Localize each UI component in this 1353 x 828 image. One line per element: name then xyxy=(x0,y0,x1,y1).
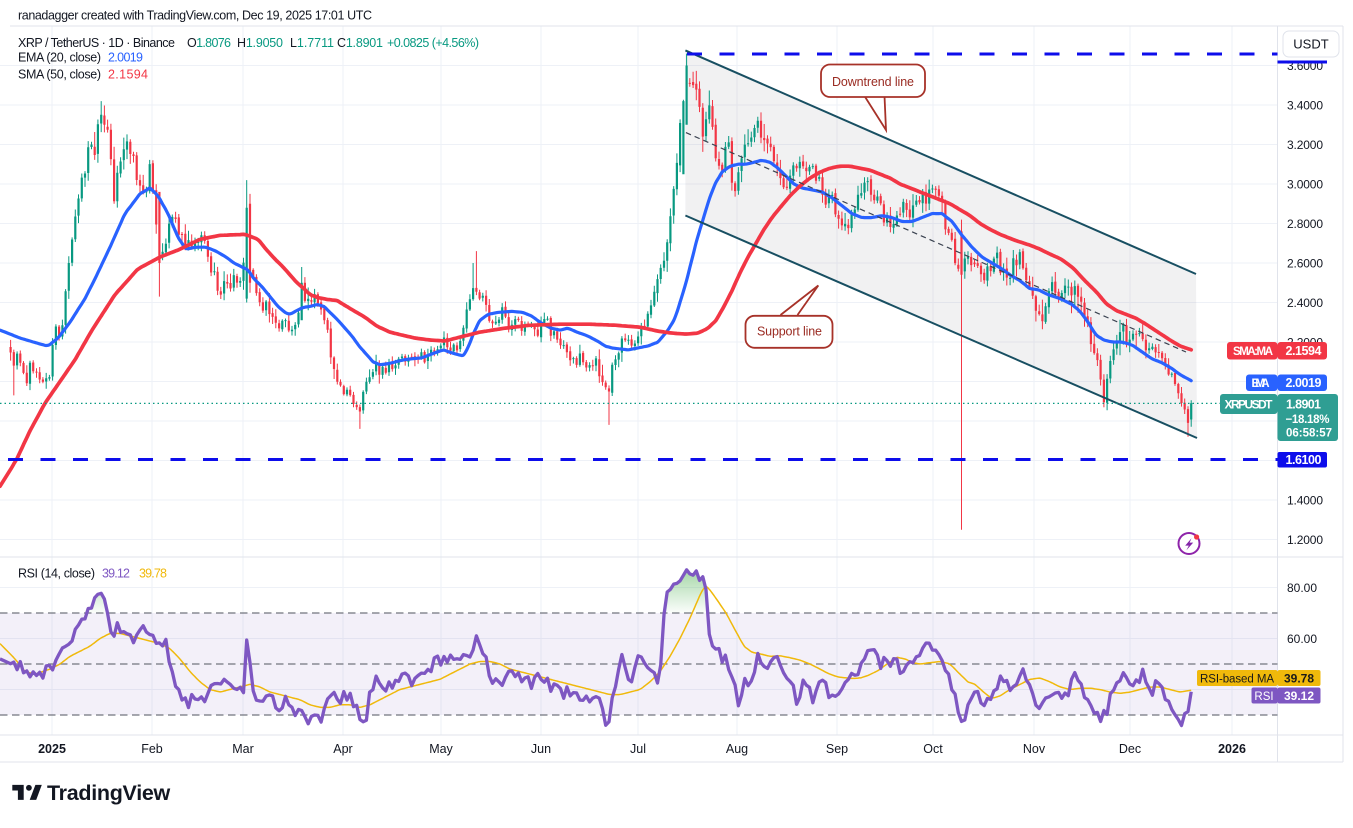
svg-text:USDT: USDT xyxy=(1293,37,1328,52)
svg-text:1.2000: 1.2000 xyxy=(1287,533,1323,547)
svg-text:O1.8076: O1.8076 xyxy=(187,36,231,50)
svg-text:1.8901: 1.8901 xyxy=(1286,398,1321,412)
svg-text:39.78: 39.78 xyxy=(1284,672,1314,686)
svg-text:Dec: Dec xyxy=(1119,742,1141,756)
svg-text:Apr: Apr xyxy=(333,742,352,756)
svg-text:3.4000: 3.4000 xyxy=(1287,99,1323,113)
svg-text:H1.9050: H1.9050 xyxy=(237,36,283,50)
svg-text:06:58:57: 06:58:57 xyxy=(1286,428,1332,440)
svg-text:SMA (50, close): SMA (50, close) xyxy=(18,68,101,82)
svg-text:2.0019: 2.0019 xyxy=(108,51,143,65)
svg-text:RSI: RSI xyxy=(1254,691,1273,703)
svg-text:L1.7711: L1.7711 xyxy=(290,36,334,50)
svg-text:SMA:MA: SMA:MA xyxy=(1233,346,1273,358)
svg-text:2026: 2026 xyxy=(1218,742,1246,756)
svg-text:Sep: Sep xyxy=(826,742,848,756)
svg-text:RSI-based MA: RSI-based MA xyxy=(1200,674,1274,686)
svg-text:May: May xyxy=(429,742,453,756)
svg-text:60.00: 60.00 xyxy=(1287,632,1317,646)
svg-text:TradingView: TradingView xyxy=(47,781,171,805)
svg-text:3.2000: 3.2000 xyxy=(1287,138,1323,152)
svg-text:2.0019: 2.0019 xyxy=(1286,376,1322,390)
svg-text:2.6000: 2.6000 xyxy=(1287,257,1323,271)
svg-text:2.4000: 2.4000 xyxy=(1287,296,1323,310)
svg-text:2.1594: 2.1594 xyxy=(1286,344,1322,358)
svg-text:Downtrend line: Downtrend line xyxy=(832,75,914,89)
svg-text:39.78: 39.78 xyxy=(139,567,167,581)
svg-text:Feb: Feb xyxy=(141,742,163,756)
svg-text:C1.8901: C1.8901 xyxy=(337,36,383,50)
svg-text:Jul: Jul xyxy=(630,742,646,756)
svg-text:39.12: 39.12 xyxy=(102,567,130,581)
svg-text:EMA: EMA xyxy=(1252,378,1270,390)
svg-text:XRP / TetherUS · 1D · Binance: XRP / TetherUS · 1D · Binance xyxy=(18,36,175,50)
svg-text:Oct: Oct xyxy=(923,742,943,756)
svg-text:EMA (20, close): EMA (20, close) xyxy=(18,51,101,65)
svg-text:XRPUSDT: XRPUSDT xyxy=(1225,398,1274,412)
svg-text:+0.0825 (+4.56%): +0.0825 (+4.56%) xyxy=(387,36,479,50)
svg-text:80.00: 80.00 xyxy=(1287,581,1317,595)
svg-text:39.12: 39.12 xyxy=(1284,689,1314,703)
svg-text:1.4000: 1.4000 xyxy=(1287,494,1323,508)
svg-text:2025: 2025 xyxy=(38,742,66,756)
svg-text:ranadagger created with Tradin: ranadagger created with TradingView.com,… xyxy=(18,9,372,23)
svg-text:Nov: Nov xyxy=(1023,742,1046,756)
svg-text:1.6100: 1.6100 xyxy=(1286,453,1322,467)
svg-text:2.1594: 2.1594 xyxy=(108,68,148,82)
svg-text:Mar: Mar xyxy=(232,742,254,756)
svg-text:−18.18%: −18.18% xyxy=(1286,414,1330,426)
svg-text:2.8000: 2.8000 xyxy=(1287,217,1323,231)
svg-text:RSI (14, close): RSI (14, close) xyxy=(18,567,95,581)
svg-text:3.0000: 3.0000 xyxy=(1287,178,1323,192)
svg-text:Aug: Aug xyxy=(726,742,748,756)
svg-text:Jun: Jun xyxy=(531,742,551,756)
svg-text:Support line: Support line xyxy=(757,325,822,339)
